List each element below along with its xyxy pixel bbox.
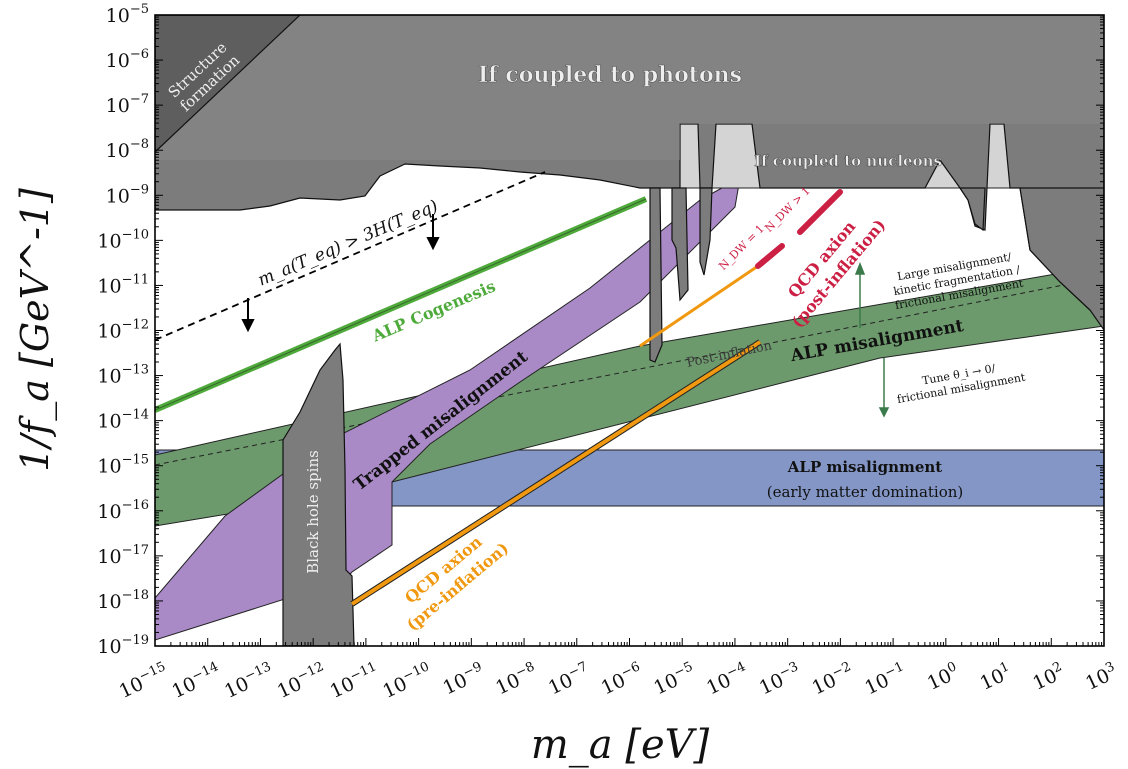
- x-tick-label: 10−4: [702, 659, 751, 699]
- black-hole-spins-label: Black hole spins: [304, 450, 322, 574]
- structure-formation-region: [155, 15, 301, 153]
- alp-cogenesis-line-edge: [155, 198, 647, 411]
- x-tick-label: 10−11: [326, 659, 383, 703]
- plot-area: [155, 15, 1104, 646]
- x-tick-label: 101: [976, 659, 1016, 694]
- y-tick-label: 10−8: [106, 137, 149, 162]
- early-matter-label-1: ALP misalignment: [787, 458, 943, 476]
- y-tick-label: 10−9: [106, 182, 149, 207]
- photons-label: If coupled to photons: [478, 62, 742, 88]
- x-tick-label: 10−6: [597, 659, 646, 699]
- qcd-post-inflation-line: [755, 243, 785, 269]
- x-tick-label: 100: [923, 659, 963, 694]
- y-tick-label: 10−5: [106, 2, 149, 27]
- tune-theta-label: Tune θ_i → 0/ frictional misalignment: [896, 362, 1027, 406]
- teq-condition-label: m_a(T_eq) > 3H(T_eq): [255, 196, 441, 290]
- y-tick-label: 10−19: [97, 633, 149, 658]
- misalignment-arrows: [854, 261, 890, 418]
- x-tick-label: 10−3: [755, 659, 804, 699]
- x-tick-label: 10−14: [168, 659, 225, 703]
- y-tick-label: 10−7: [106, 92, 149, 117]
- x-tick-label: 10−15: [115, 659, 172, 703]
- x-tick-label: 10−7: [544, 659, 593, 699]
- y-tick-label: 10−13: [97, 363, 149, 388]
- x-tick-label: 10−13: [220, 659, 277, 703]
- y-tick-label: 10−18: [97, 588, 149, 613]
- x-tick-label: 103: [1081, 659, 1121, 694]
- early-matter-label-2: (early matter domination): [767, 483, 964, 501]
- y-tick-label: 10−6: [106, 47, 149, 72]
- x-tick-label: 10−10: [379, 659, 436, 703]
- x-axis-title: m_a [eV]: [531, 722, 710, 768]
- x-tick-label: 10−12: [273, 659, 330, 703]
- spike-exclusions: [649, 187, 1104, 363]
- qcd-post-inflation-line-2: [797, 189, 843, 235]
- y-tick-label: 10−10: [97, 227, 149, 252]
- y-tick-label: 10−16: [97, 498, 149, 523]
- x-tick-label: 10−2: [808, 659, 857, 699]
- y-tick-label: 10−12: [97, 318, 149, 343]
- y-tick-label: 10−14: [97, 408, 149, 433]
- black-hole-spins-region: [282, 342, 355, 646]
- x-tick-label: 10−5: [650, 659, 699, 699]
- nucleons-label: If coupled to nucleons: [754, 152, 942, 170]
- y-tick-label: 10−11: [97, 272, 149, 297]
- teq-arrows: [241, 214, 440, 333]
- y-tick-label: 10−15: [97, 453, 149, 478]
- x-tick-label: 10−1: [861, 659, 910, 699]
- qcd-pre-inflation-line-fill: [350, 340, 762, 606]
- x-tick-label: 10−8: [491, 659, 540, 699]
- x-tick-label: 102: [1029, 659, 1069, 694]
- x-tick-label: 10−9: [439, 659, 488, 699]
- y-axis-title: 1/f_a [GeV^-1]: [13, 188, 58, 472]
- teq-dashed-line: [155, 171, 546, 341]
- axis-ticks: [154, 14, 1105, 647]
- qcd-pre-inflation-upper: [639, 264, 759, 348]
- y-tick-label: 10−17: [97, 543, 149, 568]
- photon-band: [155, 15, 1104, 160]
